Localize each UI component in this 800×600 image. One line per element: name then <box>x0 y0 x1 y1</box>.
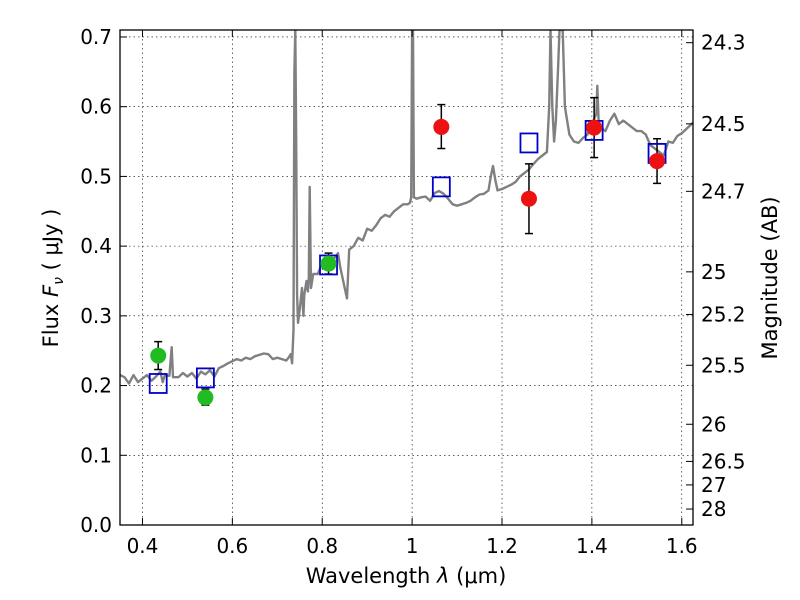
right-axis-title: Magnitude (AB) <box>758 196 782 359</box>
y-axis-title: Flux Fν ( μJy ) <box>39 209 67 348</box>
magnitude-tick-label: 26 <box>701 412 726 436</box>
data-point <box>586 119 603 136</box>
y-tick-label: 0.6 <box>80 95 112 119</box>
magnitude-tick-label: 25.2 <box>701 302 746 326</box>
axis-ticks: 0.4 0.6 0.8 1 1.2 1.4 1.6 0.0 0.1 0.2 0.3 0.4 0.5 0.6… <box>80 25 745 558</box>
x-tick-label: 1.4 <box>576 534 608 558</box>
data-point <box>197 389 214 406</box>
model-photometry-square <box>519 132 539 154</box>
x-tick-label: 1 <box>406 534 419 558</box>
plot-frame <box>119 29 694 526</box>
x-tick-label: 1.6 <box>666 534 698 558</box>
model-photometry-square <box>195 367 215 389</box>
magnitude-tick-label: 27 <box>701 473 726 497</box>
magnitude-tick-label: 26.5 <box>701 449 746 473</box>
plot-area-background <box>120 30 693 525</box>
magnitude-tick-label: 28 <box>701 497 726 521</box>
y-tick-label: 0.1 <box>80 443 112 467</box>
data-point <box>520 190 537 207</box>
x-tick-label: 0.4 <box>127 534 159 558</box>
y-tick-label: 0.2 <box>80 374 112 398</box>
data-point <box>150 347 167 364</box>
y-tick-label: 0.4 <box>80 234 112 258</box>
model-photometry-square <box>148 373 168 394</box>
model-photometry-square <box>319 254 338 276</box>
x-tick-label: 1.2 <box>486 534 518 558</box>
magnitude-tick-label: 25 <box>701 260 726 284</box>
y-tick-label: 0.5 <box>80 164 112 188</box>
magnitude-tick-label: 24.3 <box>701 31 746 55</box>
data-markers <box>148 118 667 406</box>
y-tick-label: 0.7 <box>80 25 112 49</box>
data-point <box>320 255 337 272</box>
data-point <box>433 118 450 135</box>
magnitude-tick-label: 24.5 <box>701 112 746 136</box>
model-photometry-square <box>431 176 451 198</box>
x-tick-label: 0.8 <box>306 534 338 558</box>
y-tick-label: 0.0 <box>80 513 112 537</box>
y-tick-label: 0.3 <box>80 304 112 328</box>
x-tick-label: 0.6 <box>216 534 248 558</box>
magnitude-tick-label: 24.7 <box>701 179 746 203</box>
data-point <box>649 153 666 170</box>
magnitude-tick-label: 25.5 <box>701 353 746 377</box>
x-axis-title: Wavelength λ (μm) <box>306 564 507 588</box>
